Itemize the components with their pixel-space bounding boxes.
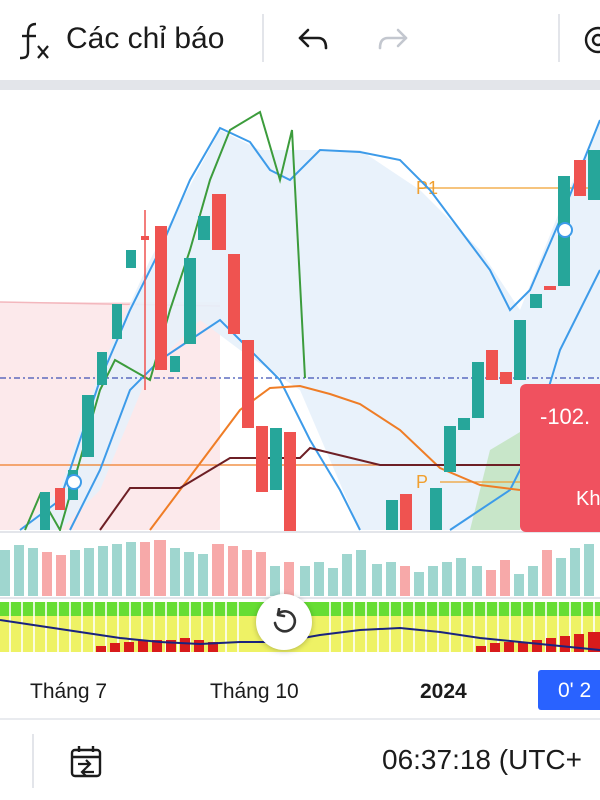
candle xyxy=(386,500,398,530)
toolbar-separator xyxy=(262,14,264,62)
fx-icon[interactable] xyxy=(16,20,52,60)
marker-circle xyxy=(66,474,82,490)
time-cursor-label: 0' 2 xyxy=(538,670,600,710)
volume-bars xyxy=(0,540,594,596)
candle xyxy=(500,372,512,384)
p-label: P xyxy=(416,472,428,492)
reset-icon xyxy=(273,608,297,633)
marker-circle xyxy=(557,222,573,238)
green-cloud xyxy=(470,432,520,530)
bottom-separator xyxy=(32,734,34,788)
time-axis-label: 2024 xyxy=(420,680,467,703)
candle xyxy=(228,254,240,334)
time-axis-label: Tháng 7 xyxy=(30,680,108,703)
candle xyxy=(198,216,210,240)
candle xyxy=(270,428,282,490)
oscillator-red-bars xyxy=(96,632,600,652)
time-axis-label: Tháng 10 xyxy=(210,680,299,703)
replay-button[interactable] xyxy=(256,594,312,650)
gear-icon[interactable] xyxy=(578,22,600,58)
candle xyxy=(588,150,600,200)
candle xyxy=(530,294,542,308)
clock-timezone-button[interactable]: 06:37:18 (UTC+ xyxy=(382,744,582,775)
divider xyxy=(0,718,600,720)
green-line xyxy=(24,110,306,533)
candle xyxy=(472,362,484,418)
candle xyxy=(458,418,470,430)
bollinger-upper xyxy=(19,119,600,531)
candle xyxy=(55,488,65,510)
candle xyxy=(126,250,136,268)
candle xyxy=(256,426,268,492)
price-value: -102. xyxy=(540,404,591,429)
candle xyxy=(97,352,107,385)
bottom-bar: 06:37:18 (UTC+ xyxy=(0,720,600,800)
indicators-button-label[interactable]: Các chỉ báo xyxy=(66,22,225,55)
price-chart[interactable]: P1 P xyxy=(0,90,600,660)
candle xyxy=(430,488,442,530)
candle xyxy=(514,320,526,380)
time-axis[interactable]: Tháng 7 Tháng 10 2024 0' 2 xyxy=(0,660,600,718)
candle xyxy=(82,395,94,457)
candles xyxy=(40,150,600,532)
toolbar-separator xyxy=(558,14,560,62)
candle xyxy=(242,340,254,428)
undo-icon[interactable] xyxy=(294,22,334,58)
candle xyxy=(141,236,149,240)
candle xyxy=(112,304,122,339)
candle xyxy=(170,356,180,372)
candle xyxy=(444,426,456,472)
price-sub-label: Kh xyxy=(576,488,600,510)
candle xyxy=(184,258,196,344)
toolbar: Các chỉ báo xyxy=(0,0,600,80)
toolbar-shadow-band xyxy=(0,80,600,90)
candle xyxy=(212,194,226,250)
candle xyxy=(284,432,296,532)
candle xyxy=(40,492,50,530)
candle xyxy=(574,160,586,196)
candle xyxy=(544,286,556,290)
price-label-badge: -102. Kh xyxy=(520,384,600,532)
candle xyxy=(400,494,412,530)
candle xyxy=(486,350,498,380)
calendar-goto-icon[interactable] xyxy=(66,742,106,782)
bollinger-middle xyxy=(69,318,361,531)
redo-icon[interactable] xyxy=(372,22,412,58)
candle xyxy=(155,226,167,370)
